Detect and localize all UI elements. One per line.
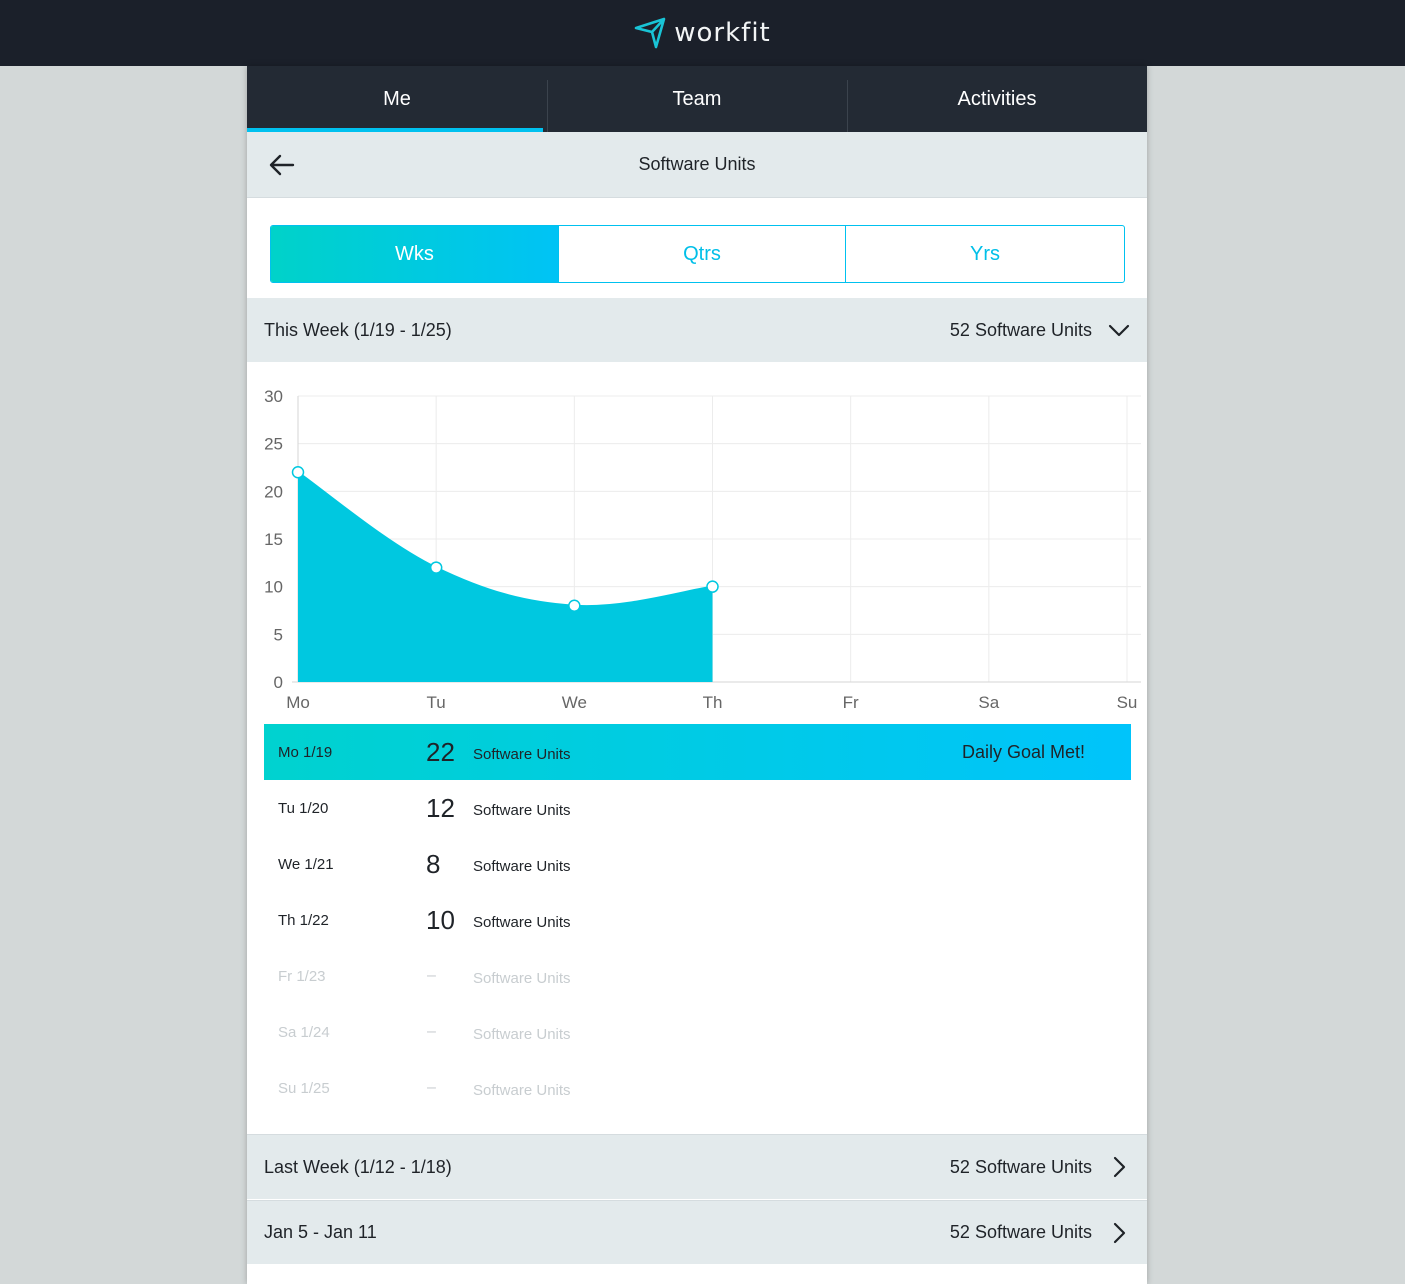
period-segmented-control: Wks Qtrs Yrs [270, 225, 1125, 283]
day-label: We 1/21 [278, 855, 334, 873]
top-bar: workfit [0, 0, 1405, 66]
day-label: Su 1/25 [278, 1079, 330, 1097]
subheader: Software Units [247, 132, 1147, 198]
past-week-label: Jan 5 - Jan 11 [264, 1222, 377, 1242]
series-line [297, 471, 713, 608]
day-unit: Software Units [473, 1082, 571, 1099]
day-value: 8 [426, 848, 441, 879]
y-tick-label: 30 [264, 387, 283, 406]
x-tick-label: We [562, 693, 587, 712]
day-row: Tu 1/20 12 Software Units [264, 780, 1131, 836]
nav-tabs: Me Team Activities [247, 66, 1147, 132]
past-week-total: 52 Software Units [949, 1156, 1092, 1177]
day-row: Th 1/22 10 Software Units [264, 892, 1131, 948]
workfit-logo-icon [634, 17, 666, 49]
main-panel: Me Team Activities Software Units Wks Qt… [247, 66, 1147, 1284]
day-unit: Software Units [473, 914, 571, 931]
past-week-total: 52 Software Units [949, 1222, 1092, 1242]
segment-quarters[interactable]: Qtrs [558, 226, 846, 282]
day-label: Th 1/22 [278, 911, 329, 929]
daily-breakdown-list: Mo 1/19 22 Software Units Daily Goal Met! Tu… [264, 724, 1131, 1116]
chevron-right-icon [1113, 1156, 1126, 1178]
back-arrow-icon[interactable] [267, 150, 297, 180]
day-row: Fr 1/23 – Software Units [264, 948, 1131, 1004]
day-row: Sa 1/24 – Software Units [264, 1004, 1131, 1060]
data-point [568, 599, 581, 612]
this-week-header[interactable]: This Week (1/19 - 1/25) 52 Software Unit… [247, 298, 1147, 362]
day-value: 22 [426, 736, 455, 767]
workfit-logo[interactable]: workfit [634, 16, 771, 50]
tab-team[interactable]: Team [547, 66, 847, 132]
chevron-right-icon [1113, 1222, 1126, 1243]
x-tick-label: Sa [978, 693, 999, 712]
daily-goal-badge: Daily Goal Met! [961, 741, 1085, 762]
x-tick-label: Mo [286, 693, 310, 712]
tab-me[interactable]: Me [247, 66, 547, 132]
y-tick-label: 25 [264, 435, 283, 454]
day-value: – [427, 1023, 436, 1040]
day-label: Tu 1/20 [278, 799, 329, 817]
x-tick-label: Su [1117, 693, 1138, 712]
y-tick-label: 5 [274, 625, 283, 644]
day-label: Fr 1/23 [278, 967, 326, 985]
day-value: – [427, 967, 436, 984]
day-unit: Software Units [473, 858, 571, 875]
data-point [291, 466, 305, 479]
chevron-down-icon [1108, 324, 1130, 337]
day-unit: Software Units [473, 746, 571, 763]
past-week-row[interactable]: Last Week (1/12 - 1/18) 52 Software Unit… [247, 1134, 1147, 1199]
x-tick-label: Th [703, 693, 723, 712]
day-label: Sa 1/24 [278, 1023, 330, 1041]
past-week-label: Last Week (1/12 - 1/18) [264, 1156, 452, 1177]
day-label: Mo 1/19 [278, 743, 333, 761]
y-tick-label: 0 [274, 673, 283, 692]
x-tick-label: Fr [843, 693, 859, 712]
software-units-chart: 0 5 10 15 20 25 30 Mo Tu We Th Fr Sa Su [264, 387, 1141, 712]
y-tick-label: 10 [264, 578, 283, 597]
day-row: Su 1/25 – Software Units [264, 1060, 1131, 1116]
day-unit: Software Units [473, 802, 571, 819]
day-unit: Software Units [473, 970, 571, 987]
page-title: Software Units [638, 154, 756, 174]
y-tick-label: 15 [264, 530, 283, 549]
tab-activities[interactable]: Activities [847, 66, 1147, 132]
this-week-total: 52 Software Units [949, 319, 1092, 340]
this-week-label: This Week (1/19 - 1/25) [264, 319, 452, 340]
day-value: 12 [426, 792, 455, 823]
data-point [429, 561, 443, 574]
day-value: 10 [426, 904, 455, 935]
past-week-row[interactable]: Jan 5 - Jan 11 52 Software Units [247, 1200, 1147, 1264]
segment-years[interactable]: Yrs [970, 242, 1000, 265]
data-point [706, 580, 719, 593]
day-row: Mo 1/19 22 Software Units Daily Goal Met! [264, 724, 1131, 780]
y-tick-label: 20 [264, 482, 283, 501]
day-unit: Software Units [473, 1026, 571, 1043]
logo-text: workfit [674, 18, 771, 48]
day-value: – [427, 1079, 436, 1096]
segment-weeks[interactable]: Wks [271, 226, 558, 282]
day-row: We 1/21 8 Software Units [264, 836, 1131, 892]
series-area [298, 472, 713, 682]
x-tick-label: Tu [427, 693, 446, 712]
